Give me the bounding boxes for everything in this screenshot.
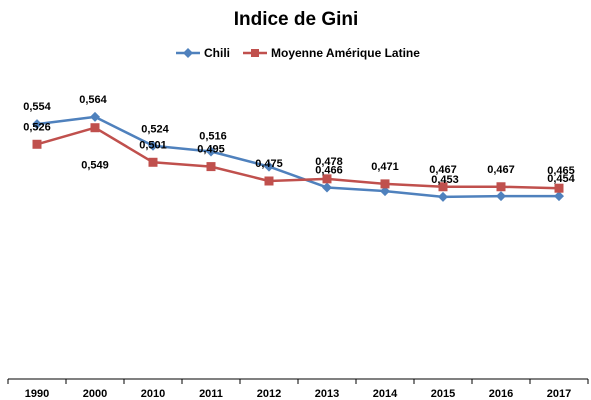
- data-point: [206, 146, 216, 157]
- data-label: 0,467: [487, 164, 515, 176]
- data-label: 0,549: [81, 160, 109, 172]
- x-tick-label: 2000: [83, 388, 107, 400]
- data-labels: 0,554 0,564 0,524 0,516 0,466 0,453 0,454 0,526…: [23, 94, 575, 186]
- series-line: [36, 115, 559, 199]
- data-point: [554, 183, 564, 193]
- legend-marker: [183, 48, 193, 58]
- data-point: [90, 111, 100, 122]
- data-point: [380, 186, 390, 197]
- x-tick-label: 2015: [431, 388, 455, 400]
- data-label: 0,454: [547, 173, 575, 185]
- data-label: 0,465: [547, 165, 575, 177]
- data-point: [554, 191, 564, 202]
- data-point: [264, 176, 274, 186]
- data-label: 0,466: [315, 164, 343, 176]
- data-point: [438, 182, 448, 192]
- legend-marker: [251, 49, 259, 57]
- x-tick-label: 2014: [373, 388, 398, 400]
- data-label: 0,501: [139, 139, 167, 151]
- x-tick-label: 2017: [547, 388, 571, 400]
- x-tick-label: 2016: [489, 388, 513, 400]
- data-point: [496, 191, 506, 202]
- data-label: 0,478: [315, 156, 343, 168]
- data-label: 0,526: [23, 121, 51, 133]
- series-layer: [32, 111, 564, 202]
- legend-item: Chili: [176, 46, 230, 60]
- x-tick-label: 1990: [25, 388, 49, 400]
- data-point: [148, 157, 158, 167]
- data-label: 0,524: [141, 124, 169, 136]
- data-label: 0,554: [23, 101, 51, 113]
- data-point: [90, 123, 100, 133]
- data-label: 0,564: [79, 94, 107, 106]
- data-point: [264, 161, 274, 172]
- data-point: [32, 139, 42, 149]
- x-tick-label: 2013: [315, 388, 339, 400]
- x-tick-label: 2011: [199, 388, 223, 400]
- data-label: 0,495: [197, 144, 225, 156]
- data-label: 0,453: [431, 174, 459, 186]
- data-point: [438, 191, 448, 202]
- data-label: 0,516: [199, 130, 227, 142]
- legend-item: Moyenne Amérique Latine: [243, 46, 420, 60]
- x-tick-label: 2012: [257, 388, 281, 400]
- series-line: [36, 126, 560, 190]
- data-point: [206, 162, 216, 172]
- data-point: [148, 140, 158, 151]
- legend-label: Chili: [204, 46, 230, 60]
- legend-label: Moyenne Amérique Latine: [271, 46, 420, 60]
- data-point: [322, 174, 332, 184]
- chart-title: Indice de Gini: [234, 9, 359, 30]
- data-point: [380, 179, 390, 189]
- data-point: [496, 182, 506, 192]
- data-label: 0,471: [371, 161, 399, 173]
- data-point: [32, 119, 42, 130]
- data-point: [322, 182, 332, 193]
- data-label: 0,475: [255, 158, 283, 170]
- data-label: 0,467: [429, 164, 457, 176]
- x-axis: 1990 2000 2010 2011 2012 2013 2014 2015 2016 2017: [7, 378, 589, 400]
- legend: Chili Moyenne Amérique Latine: [176, 46, 420, 60]
- x-tick-label: 2010: [141, 388, 165, 400]
